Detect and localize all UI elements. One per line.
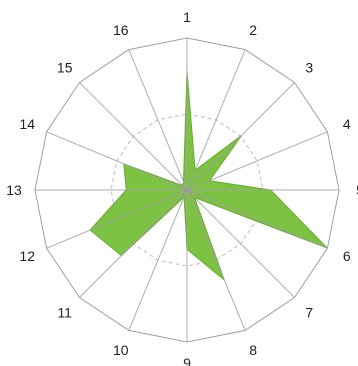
axis-spoke-7 bbox=[186, 189, 295, 298]
axis-spoke-16 bbox=[128, 49, 188, 191]
axis-spoke-3 bbox=[186, 82, 295, 191]
axis-label-2: 2 bbox=[249, 22, 257, 38]
axis-label-12: 12 bbox=[19, 248, 35, 264]
axis-label-7: 7 bbox=[305, 304, 313, 320]
axis-label-5: 5 bbox=[356, 182, 358, 198]
axis-spoke-8 bbox=[186, 189, 246, 331]
axis-label-3: 3 bbox=[305, 60, 313, 76]
axis-spoke-2 bbox=[186, 49, 246, 191]
axis-label-4: 4 bbox=[343, 116, 351, 132]
axis-label-8: 8 bbox=[249, 342, 257, 358]
axis-label-16: 16 bbox=[113, 22, 129, 38]
axis-spoke-11 bbox=[79, 189, 188, 298]
axis-label-13: 13 bbox=[6, 182, 22, 198]
axis-spoke-15 bbox=[79, 82, 188, 191]
axis-spoke-12 bbox=[46, 189, 188, 249]
axis-label-1: 1 bbox=[183, 9, 191, 25]
axis-label-9: 9 bbox=[183, 355, 191, 366]
axis-spoke-14 bbox=[46, 131, 188, 191]
axis-spoke-6 bbox=[186, 189, 328, 249]
axis-label-6: 6 bbox=[343, 248, 351, 264]
axis-spoke-4 bbox=[186, 131, 328, 191]
grid-ring-inner bbox=[110, 113, 264, 267]
center-point bbox=[184, 187, 190, 193]
data-area-series-1 bbox=[89, 71, 328, 282]
axis-label-10: 10 bbox=[113, 342, 129, 358]
axis-label-14: 14 bbox=[19, 116, 35, 132]
axis-label-11: 11 bbox=[57, 304, 72, 320]
axis-spoke-10 bbox=[128, 189, 188, 331]
axis-label-15: 15 bbox=[57, 60, 73, 76]
